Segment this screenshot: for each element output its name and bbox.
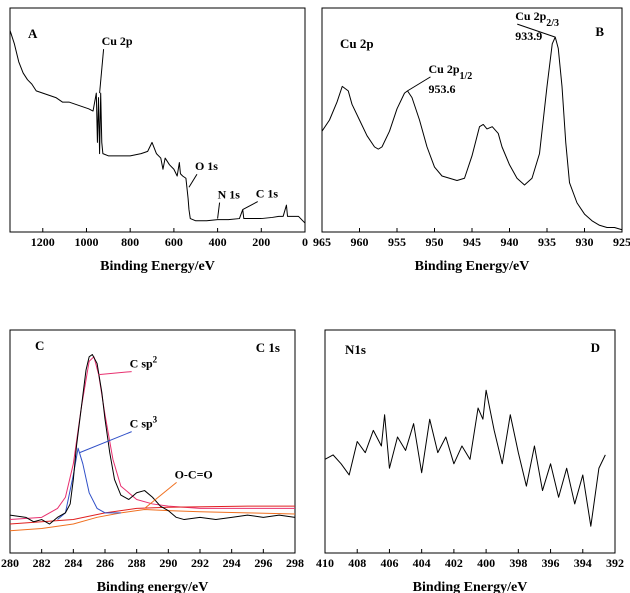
x-tick-label: 925 bbox=[613, 235, 630, 249]
x-tick-label: 398 bbox=[509, 556, 527, 570]
annotation-text: O 1s bbox=[195, 159, 218, 173]
panel-letter: D bbox=[591, 340, 600, 355]
annotation-pointer bbox=[217, 202, 221, 219]
panel-title: C 1s bbox=[256, 340, 280, 355]
annotation-pointer bbox=[79, 431, 132, 454]
annotation-text: O-C=O bbox=[175, 467, 213, 481]
x-axis-label: Binding Energy/eV bbox=[413, 580, 528, 593]
x-axis-label: Binding Energy/eV bbox=[100, 259, 215, 274]
annotation-subscript: 1/2 bbox=[460, 70, 473, 81]
plot-frame bbox=[9, 7, 306, 233]
x-tick-label: 1200 bbox=[31, 235, 55, 249]
x-tick-label: 404 bbox=[413, 556, 431, 570]
x-tick-label: 1000 bbox=[74, 235, 98, 249]
x-tick-label: 402 bbox=[445, 556, 463, 570]
plot-frame bbox=[324, 329, 616, 554]
annotation: O-C=O bbox=[175, 467, 213, 481]
annotation: C sp3 bbox=[130, 415, 158, 431]
x-tick-label: 940 bbox=[501, 235, 519, 249]
annotation-text: C 1s bbox=[256, 187, 279, 201]
annotation-subscript: 2/3 bbox=[546, 18, 559, 29]
x-tick-label: 955 bbox=[388, 235, 406, 249]
annotation-pointer bbox=[99, 49, 105, 94]
spectrum-line bbox=[9, 30, 306, 224]
annotation-text: N 1s bbox=[218, 188, 241, 202]
x-tick-label: 286 bbox=[96, 556, 114, 570]
spectrum-line bbox=[57, 447, 121, 520]
x-tick-label: 396 bbox=[542, 556, 560, 570]
annotation-value: 933.9 bbox=[515, 29, 542, 43]
x-tick-label: 0 bbox=[302, 235, 308, 249]
x-tick-label: 935 bbox=[538, 235, 556, 249]
annotation-text: C sp bbox=[130, 417, 153, 431]
x-axis-label: Binding Energy/eV bbox=[415, 259, 530, 274]
annotation: Cu 2p2/3 bbox=[515, 9, 559, 29]
x-axis-label: Binding energy/eV bbox=[97, 580, 209, 593]
x-tick-label: 292 bbox=[191, 556, 209, 570]
x-tick-label: 800 bbox=[121, 235, 139, 249]
x-tick-label: 950 bbox=[426, 235, 444, 249]
x-tick-label: 960 bbox=[351, 235, 369, 249]
plot-frame bbox=[9, 329, 296, 554]
x-tick-label: 294 bbox=[223, 556, 241, 570]
annotation-pointer bbox=[407, 76, 431, 92]
x-tick-label: 400 bbox=[477, 556, 495, 570]
annotation-text: C sp bbox=[130, 357, 153, 371]
spectrum-line bbox=[321, 36, 623, 231]
annotation-pointer bbox=[98, 371, 132, 376]
annotation: O 1s bbox=[195, 159, 218, 173]
x-tick-label: 408 bbox=[348, 556, 366, 570]
panel-letter: B bbox=[595, 24, 604, 39]
annotation-pointer bbox=[517, 23, 556, 38]
annotation: N 1s bbox=[218, 188, 241, 202]
x-tick-label: 200 bbox=[252, 235, 270, 249]
annotation-text: Cu 2p bbox=[429, 62, 460, 76]
annotation: C 1s bbox=[256, 187, 279, 201]
annotation-pointer bbox=[144, 482, 177, 509]
panel-letter: C bbox=[35, 338, 44, 353]
annotation: Cu 2p1/2 bbox=[429, 62, 473, 82]
spectrum-line bbox=[324, 389, 606, 527]
spectrum-line bbox=[9, 354, 296, 525]
x-tick-label: 392 bbox=[606, 556, 624, 570]
x-tick-label: 288 bbox=[128, 556, 146, 570]
annotation-pointer bbox=[188, 173, 198, 188]
annotation-superscript: 3 bbox=[153, 415, 158, 425]
panel-title: N1s bbox=[345, 342, 366, 357]
x-tick-label: 965 bbox=[313, 235, 331, 249]
x-tick-label: 945 bbox=[463, 235, 481, 249]
x-tick-label: 290 bbox=[159, 556, 177, 570]
x-tick-label: 284 bbox=[64, 556, 82, 570]
x-tick-label: 400 bbox=[209, 235, 227, 249]
panel-letter: A bbox=[28, 26, 38, 41]
annotation-value: 953.6 bbox=[429, 82, 456, 96]
x-tick-label: 406 bbox=[380, 556, 398, 570]
x-tick-label: 394 bbox=[574, 556, 592, 570]
x-tick-label: 410 bbox=[316, 556, 334, 570]
annotation-pointer bbox=[242, 201, 258, 211]
panel-title: Cu 2p bbox=[340, 36, 374, 51]
spectrum-line bbox=[9, 505, 295, 525]
spectrum-line bbox=[9, 356, 295, 521]
annotation-text: Cu 2p bbox=[102, 34, 133, 48]
spectrum-line bbox=[9, 509, 296, 532]
x-tick-label: 280 bbox=[1, 556, 19, 570]
annotation: C sp2 bbox=[130, 355, 158, 371]
annotation-superscript: 2 bbox=[153, 355, 158, 365]
x-tick-label: 282 bbox=[33, 556, 51, 570]
annotation-text: Cu 2p bbox=[515, 9, 546, 23]
x-tick-label: 296 bbox=[254, 556, 272, 570]
x-tick-label: 298 bbox=[286, 556, 304, 570]
annotation: Cu 2p bbox=[102, 34, 133, 48]
x-tick-label: 930 bbox=[576, 235, 594, 249]
x-tick-label: 600 bbox=[165, 235, 183, 249]
